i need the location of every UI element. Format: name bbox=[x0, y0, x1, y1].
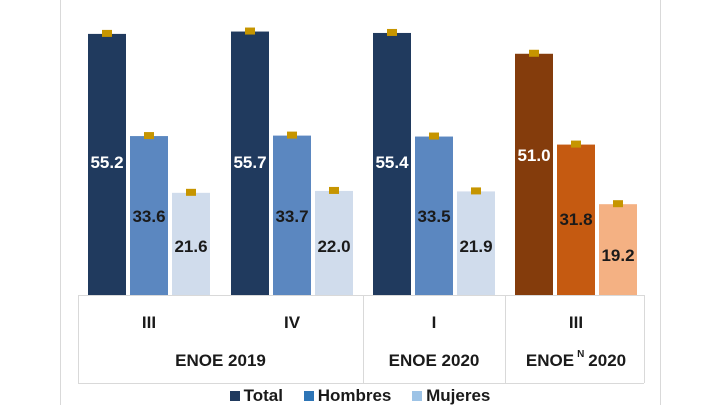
bar-hombres bbox=[415, 136, 453, 295]
error-marker bbox=[102, 29, 112, 37]
error-marker bbox=[529, 49, 539, 57]
data-label-total: 55.4 bbox=[375, 153, 409, 172]
bar-hombres bbox=[130, 136, 168, 295]
category-axis-table bbox=[78, 295, 645, 384]
error-marker bbox=[387, 28, 397, 36]
legend-item-mujeres: Mujeres bbox=[412, 386, 490, 406]
data-label-total: 51.0 bbox=[517, 146, 550, 165]
error-marker bbox=[144, 132, 154, 140]
bar-mujeres bbox=[457, 191, 495, 295]
error-marker bbox=[471, 187, 481, 195]
data-label-hombres: 33.6 bbox=[132, 207, 165, 226]
group-label: ENOE N 2020 bbox=[526, 349, 626, 370]
legend-label-hombres: Hombres bbox=[317, 386, 392, 405]
error-marker bbox=[245, 27, 255, 35]
data-label-mujeres: 22.0 bbox=[317, 237, 350, 256]
group-label: ENOE 2019 bbox=[175, 351, 266, 370]
category-label: I bbox=[432, 313, 437, 332]
bar-hombres bbox=[557, 144, 595, 295]
data-label-total: 55.2 bbox=[90, 153, 123, 172]
bar-mujeres bbox=[315, 190, 353, 295]
error-marker bbox=[571, 140, 581, 148]
data-label-mujeres: 21.9 bbox=[459, 237, 492, 256]
bars-layer: 55.2 33.6 21.6 55.7 33.7 22.0 55.4 33.5 21.9 51.0… bbox=[88, 27, 637, 296]
category-label: III bbox=[569, 313, 583, 332]
error-marker bbox=[429, 132, 439, 140]
error-marker bbox=[329, 186, 339, 194]
legend-label-mujeres: Mujeres bbox=[426, 386, 491, 405]
data-label-hombres: 33.5 bbox=[417, 207, 450, 226]
group-label: ENOE 2020 bbox=[389, 351, 480, 370]
legend-item-hombres: Hombres bbox=[303, 386, 392, 406]
legend-swatch-hombres bbox=[303, 391, 314, 401]
data-label-hombres: 31.8 bbox=[559, 210, 592, 229]
category-label: IV bbox=[284, 313, 301, 332]
bar-mujeres bbox=[172, 192, 210, 295]
bar-total bbox=[88, 33, 126, 296]
bar-total bbox=[515, 53, 553, 295]
error-marker bbox=[186, 188, 196, 196]
data-label-hombres: 33.7 bbox=[275, 207, 308, 226]
data-label-mujeres: 21.6 bbox=[174, 237, 207, 256]
bar-mujeres bbox=[599, 204, 637, 295]
legend-item-total: Total bbox=[229, 386, 283, 406]
bar-total bbox=[373, 32, 411, 295]
error-marker bbox=[613, 200, 623, 208]
bar-hombres bbox=[273, 135, 311, 295]
category-label: III bbox=[142, 313, 156, 332]
group-label-superscript: N bbox=[577, 349, 584, 360]
legend-swatch-mujeres bbox=[412, 391, 423, 401]
legend-swatch-total bbox=[229, 391, 240, 401]
legend: Total Hombres Mujeres bbox=[0, 386, 720, 406]
error-marker bbox=[287, 131, 297, 139]
data-label-total: 55.7 bbox=[233, 153, 266, 172]
data-label-mujeres: 19.2 bbox=[601, 246, 634, 265]
legend-label-total: Total bbox=[243, 386, 283, 405]
bar-total bbox=[231, 31, 269, 295]
